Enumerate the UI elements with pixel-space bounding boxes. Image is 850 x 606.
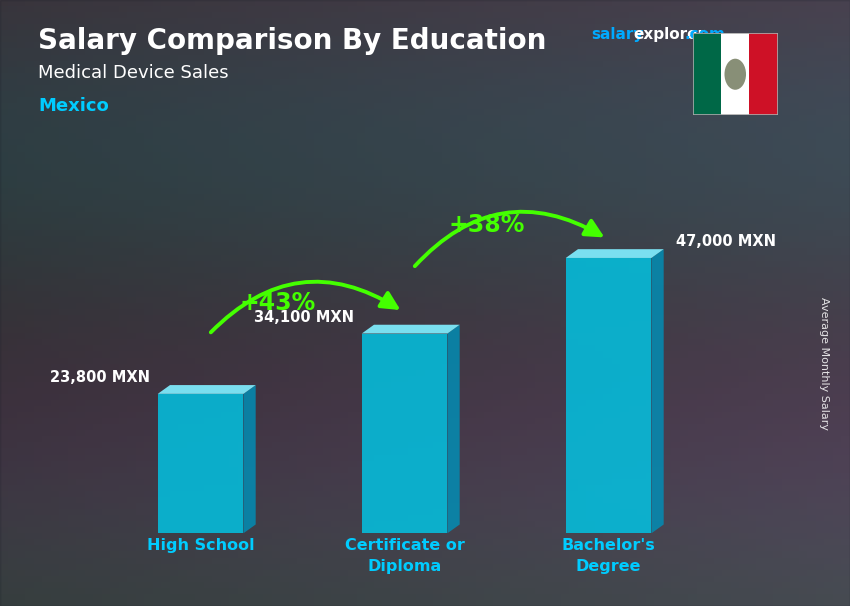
Text: 34,100 MXN: 34,100 MXN bbox=[253, 310, 354, 325]
Bar bbox=[158, 394, 243, 533]
Polygon shape bbox=[362, 325, 460, 333]
Polygon shape bbox=[447, 325, 460, 533]
Text: Mexico: Mexico bbox=[38, 97, 109, 115]
Text: explorer: explorer bbox=[633, 27, 706, 42]
Bar bbox=[693, 33, 721, 115]
Text: +43%: +43% bbox=[240, 291, 316, 315]
Polygon shape bbox=[651, 249, 664, 533]
Text: .com: .com bbox=[684, 27, 725, 42]
Bar bbox=[721, 33, 750, 115]
Polygon shape bbox=[158, 385, 256, 394]
Text: 47,000 MXN: 47,000 MXN bbox=[676, 234, 776, 249]
Bar bbox=[362, 333, 447, 533]
Bar bbox=[750, 33, 778, 115]
Text: Medical Device Sales: Medical Device Sales bbox=[38, 64, 229, 82]
Text: Salary Comparison By Education: Salary Comparison By Education bbox=[38, 27, 547, 55]
Text: salary: salary bbox=[591, 27, 643, 42]
Text: Average Monthly Salary: Average Monthly Salary bbox=[819, 297, 829, 430]
Polygon shape bbox=[566, 249, 664, 258]
Polygon shape bbox=[243, 385, 256, 533]
Bar bbox=[566, 258, 651, 533]
Circle shape bbox=[724, 59, 746, 90]
Text: 23,800 MXN: 23,800 MXN bbox=[49, 370, 150, 385]
Text: +38%: +38% bbox=[448, 213, 524, 237]
